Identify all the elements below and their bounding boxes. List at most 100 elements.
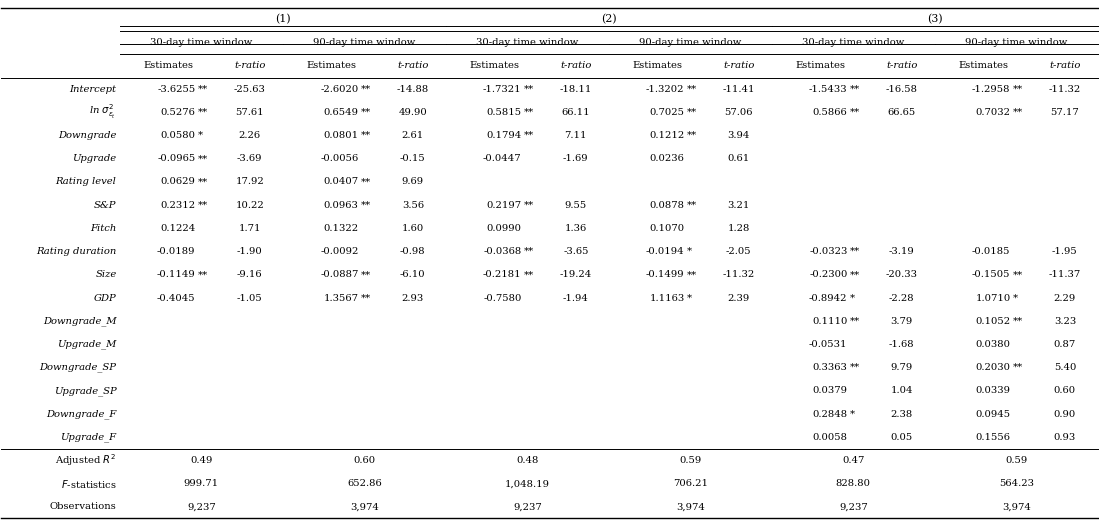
Text: Estimates: Estimates	[307, 61, 356, 70]
Text: -0.2300: -0.2300	[809, 270, 847, 279]
Text: -0.1499: -0.1499	[646, 270, 685, 279]
Text: 3.56: 3.56	[402, 201, 424, 210]
Text: t-ratio: t-ratio	[1050, 61, 1080, 70]
Text: -14.88: -14.88	[397, 84, 429, 93]
Text: -0.15: -0.15	[400, 154, 425, 163]
Text: -1.05: -1.05	[237, 294, 263, 303]
Text: -11.37: -11.37	[1048, 270, 1081, 279]
Text: 0.7032: 0.7032	[976, 108, 1011, 117]
Text: 66.65: 66.65	[888, 108, 915, 117]
Text: **: **	[524, 201, 534, 210]
Text: -18.11: -18.11	[559, 84, 592, 93]
Text: 0.0339: 0.0339	[976, 386, 1011, 395]
Text: Upgrade_F: Upgrade_F	[60, 432, 116, 442]
Text: 0.5276: 0.5276	[160, 108, 196, 117]
Text: *: *	[1013, 294, 1018, 303]
Text: *: *	[198, 131, 203, 140]
Text: t-ratio: t-ratio	[560, 61, 591, 70]
Text: 1.71: 1.71	[238, 224, 262, 233]
Text: 0.3363: 0.3363	[812, 363, 847, 372]
Text: 828.80: 828.80	[836, 479, 870, 488]
Text: 0.87: 0.87	[1054, 340, 1076, 349]
Text: t-ratio: t-ratio	[397, 61, 429, 70]
Text: -0.0092: -0.0092	[320, 247, 358, 256]
Text: **: **	[850, 84, 861, 93]
Text: 0.1224: 0.1224	[160, 224, 196, 233]
Text: 1.60: 1.60	[402, 224, 424, 233]
Text: Downgrade_F: Downgrade_F	[46, 409, 116, 419]
Text: 652.86: 652.86	[347, 479, 381, 488]
Text: t-ratio: t-ratio	[234, 61, 266, 70]
Text: -19.24: -19.24	[559, 270, 592, 279]
Text: **: **	[1013, 108, 1023, 117]
Text: -1.69: -1.69	[563, 154, 589, 163]
Text: -2.6020: -2.6020	[320, 84, 358, 93]
Text: -11.32: -11.32	[723, 270, 755, 279]
Text: **: **	[687, 84, 697, 93]
Text: **: **	[360, 270, 371, 279]
Text: 0.0963: 0.0963	[323, 201, 358, 210]
Text: 57.17: 57.17	[1051, 108, 1079, 117]
Text: -3.19: -3.19	[889, 247, 914, 256]
Text: -0.0056: -0.0056	[320, 154, 358, 163]
Text: 3,974: 3,974	[349, 503, 379, 512]
Text: 1.0710: 1.0710	[975, 294, 1011, 303]
Text: 9.79: 9.79	[891, 363, 913, 372]
Text: 0.49: 0.49	[190, 456, 212, 465]
Text: 0.2197: 0.2197	[487, 201, 522, 210]
Text: -0.0965: -0.0965	[157, 154, 196, 163]
Text: 9.69: 9.69	[402, 177, 424, 186]
Text: 0.48: 0.48	[517, 456, 539, 465]
Text: 57.06: 57.06	[724, 108, 753, 117]
Text: 0.1322: 0.1322	[323, 224, 358, 233]
Text: **: **	[850, 108, 861, 117]
Text: 2.29: 2.29	[1054, 294, 1076, 303]
Text: -0.0189: -0.0189	[157, 247, 196, 256]
Text: 66.11: 66.11	[562, 108, 590, 117]
Text: **: **	[198, 177, 208, 186]
Text: **: **	[687, 131, 697, 140]
Text: 0.0580: 0.0580	[160, 131, 196, 140]
Text: **: **	[850, 247, 861, 256]
Text: -1.7321: -1.7321	[482, 84, 522, 93]
Text: 3.21: 3.21	[728, 201, 750, 210]
Text: -1.3202: -1.3202	[646, 84, 685, 93]
Text: **: **	[360, 84, 371, 93]
Text: 1,048.19: 1,048.19	[504, 479, 550, 488]
Text: Intercept: Intercept	[69, 84, 116, 93]
Text: 30-day time window: 30-day time window	[151, 38, 253, 47]
Text: 9,237: 9,237	[513, 503, 542, 512]
Text: -0.4045: -0.4045	[157, 294, 196, 303]
Text: -25.63: -25.63	[234, 84, 266, 93]
Text: 0.1110: 0.1110	[812, 317, 847, 326]
Text: 1.36: 1.36	[565, 224, 587, 233]
Text: -3.69: -3.69	[237, 154, 263, 163]
Text: **: **	[524, 108, 534, 117]
Text: Estimates: Estimates	[958, 61, 1009, 70]
Text: 0.60: 0.60	[353, 456, 376, 465]
Text: 0.1212: 0.1212	[650, 131, 685, 140]
Text: **: **	[1013, 84, 1023, 93]
Text: Rating level: Rating level	[56, 177, 116, 186]
Text: Upgrade_SP: Upgrade_SP	[54, 386, 116, 395]
Text: Adjusted $R^2$: Adjusted $R^2$	[55, 452, 116, 468]
Text: 0.59: 0.59	[679, 456, 701, 465]
Text: 0.2030: 0.2030	[976, 363, 1011, 372]
Text: 0.5866: 0.5866	[813, 108, 847, 117]
Text: Downgrade_M: Downgrade_M	[43, 316, 116, 326]
Text: **: **	[1013, 270, 1023, 279]
Text: 0.60: 0.60	[1054, 386, 1076, 395]
Text: 0.0379: 0.0379	[812, 386, 847, 395]
Text: -1.2958: -1.2958	[972, 84, 1011, 93]
Text: -1.68: -1.68	[889, 340, 914, 349]
Text: **: **	[360, 201, 371, 210]
Text: 3.23: 3.23	[1054, 317, 1076, 326]
Text: 0.0236: 0.0236	[650, 154, 685, 163]
Text: (3): (3)	[928, 14, 943, 25]
Text: **: **	[524, 131, 534, 140]
Text: -3.65: -3.65	[563, 247, 589, 256]
Text: (1): (1)	[275, 14, 290, 25]
Text: **: **	[360, 108, 371, 117]
Text: 9,237: 9,237	[839, 503, 868, 512]
Text: **: **	[524, 84, 534, 93]
